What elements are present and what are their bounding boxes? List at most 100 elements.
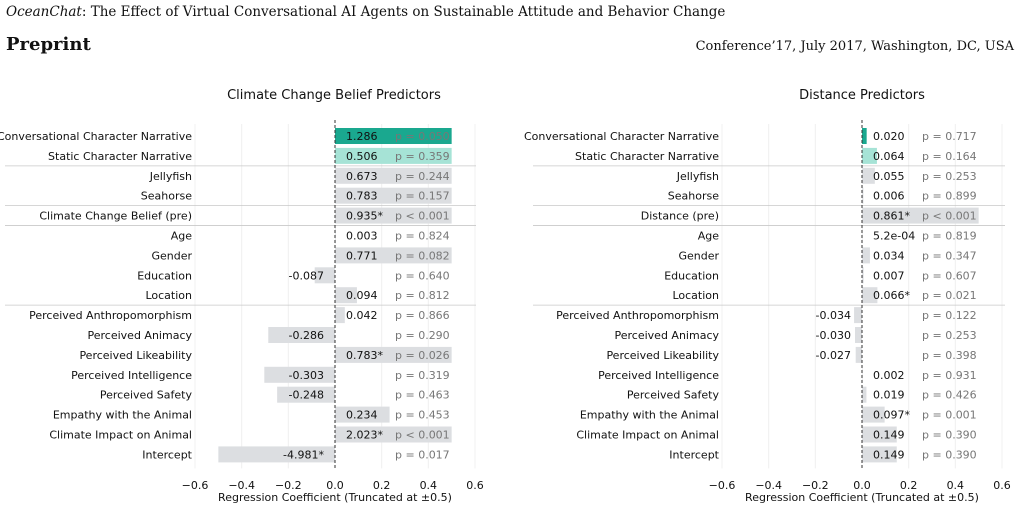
bar bbox=[862, 207, 979, 224]
value-label: 1.286 bbox=[346, 130, 378, 143]
p-value-label: p = 0.253 bbox=[922, 329, 977, 342]
bar bbox=[314, 267, 335, 284]
x-axis-label: Regression Coefficient (Truncated at ±0.… bbox=[745, 491, 979, 504]
bar bbox=[335, 167, 452, 184]
value-label: 0.007 bbox=[873, 269, 905, 282]
value-label: 5.2e-04 bbox=[873, 230, 915, 243]
value-label: 0.097* bbox=[873, 409, 910, 422]
p-value-label: p = 0.398 bbox=[922, 349, 977, 362]
running-title-rest: : The Effect of Virtual Conversational A… bbox=[81, 4, 726, 20]
bar bbox=[862, 147, 877, 164]
category-label: Perceived Anthropomorphism bbox=[556, 309, 719, 322]
value-label: -0.087 bbox=[289, 269, 324, 282]
p-value-label: p < 0.001 bbox=[395, 210, 450, 223]
p-value-label: p = 0.253 bbox=[922, 170, 977, 183]
category-label: Climate Impact on Animal bbox=[576, 429, 719, 442]
bar bbox=[335, 187, 452, 204]
p-value-label: p = 0.640 bbox=[395, 269, 450, 282]
bar bbox=[862, 446, 897, 463]
p-value-label: p = 0.026 bbox=[395, 349, 450, 362]
bar bbox=[218, 446, 335, 463]
bar bbox=[862, 167, 875, 184]
bar bbox=[335, 426, 452, 443]
value-label: 0.783* bbox=[346, 349, 383, 362]
category-label: Jellyfish bbox=[149, 170, 192, 183]
bar bbox=[335, 247, 452, 264]
value-label: 0.019 bbox=[873, 389, 905, 402]
category-label: Conversational Character Narrative bbox=[524, 130, 719, 143]
category-label: Jellyfish bbox=[676, 170, 719, 183]
p-value-label: p = 0.426 bbox=[922, 389, 977, 402]
category-label: Perceived Likeability bbox=[606, 349, 719, 362]
category-label: Location bbox=[672, 289, 719, 302]
value-label: 0.149 bbox=[873, 448, 905, 461]
p-value-label: p = 0.866 bbox=[395, 309, 450, 322]
bar bbox=[335, 406, 390, 423]
category-label: Location bbox=[145, 289, 192, 302]
p-value-label: p < 0.001 bbox=[922, 210, 977, 223]
value-label: 0.020 bbox=[873, 130, 905, 143]
x-tick-label: 0.0 bbox=[853, 479, 871, 492]
value-label: 0.673 bbox=[346, 170, 378, 183]
value-label: -0.030 bbox=[816, 329, 851, 342]
p-value-label: p = 0.244 bbox=[395, 170, 450, 183]
category-label: Empathy with the Animal bbox=[580, 409, 719, 422]
running-title: OceanChat: The Effect of Virtual Convers… bbox=[6, 4, 725, 20]
x-tick-label: −0.4 bbox=[228, 479, 255, 492]
value-label: -0.286 bbox=[289, 329, 324, 342]
bar bbox=[862, 267, 864, 284]
category-label: Intercept bbox=[142, 448, 192, 461]
conference-info: Conference’17, July 2017, Washington, DC… bbox=[695, 39, 1014, 54]
value-label: 0.771 bbox=[346, 249, 378, 262]
x-tick-label: 0.6 bbox=[466, 479, 484, 492]
p-value-label: p = 0.812 bbox=[395, 289, 450, 302]
value-label: 0.506 bbox=[346, 150, 378, 163]
chart-title: Distance Predictors bbox=[799, 88, 925, 103]
category-label: Perceived Intelligence bbox=[598, 369, 719, 382]
category-label: Age bbox=[698, 230, 720, 243]
category-label: Seahorse bbox=[668, 190, 719, 203]
p-value-label: p = 0.931 bbox=[922, 369, 977, 382]
x-tick-label: 0.0 bbox=[326, 479, 344, 492]
value-label: 0.094 bbox=[346, 289, 378, 302]
value-label: -0.303 bbox=[289, 369, 324, 382]
bar bbox=[862, 247, 870, 264]
category-label: Intercept bbox=[669, 448, 719, 461]
category-label: Perceived Anthropomorphism bbox=[29, 309, 192, 322]
p-value-label: p < 0.001 bbox=[395, 429, 450, 442]
value-label: -4.981* bbox=[283, 448, 324, 461]
p-value-label: p = 0.122 bbox=[922, 309, 977, 322]
bar bbox=[862, 426, 897, 443]
p-value-label: p = 0.017 bbox=[395, 448, 450, 461]
bar bbox=[335, 147, 452, 164]
p-value-label: p = 0.001 bbox=[922, 409, 977, 422]
bar bbox=[335, 307, 345, 324]
bar bbox=[264, 366, 335, 383]
value-label: 0.861* bbox=[873, 210, 910, 223]
preprint-label: Preprint bbox=[6, 34, 91, 55]
bar bbox=[855, 327, 862, 343]
category-label: Gender bbox=[678, 249, 719, 262]
x-tick-label: 0.4 bbox=[947, 479, 965, 492]
value-label: 0.003 bbox=[346, 230, 378, 243]
category-label: Distance (pre) bbox=[641, 210, 719, 223]
category-label: Climate Impact on Animal bbox=[49, 429, 192, 442]
x-tick-label: 0.6 bbox=[993, 479, 1011, 492]
bar bbox=[335, 128, 452, 144]
p-value-label: p = 0.157 bbox=[395, 190, 450, 203]
chart-title: Climate Change Belief Predictors bbox=[227, 88, 441, 103]
value-label: 0.149 bbox=[873, 429, 905, 442]
value-label: -0.027 bbox=[816, 349, 851, 362]
value-label: 0.066* bbox=[873, 289, 910, 302]
x-tick-label: −0.6 bbox=[709, 479, 736, 492]
category-label: Age bbox=[171, 230, 193, 243]
p-value-label: p = 0.463 bbox=[395, 389, 450, 402]
p-value-label: p = 0.819 bbox=[922, 230, 977, 243]
x-tick-label: −0.2 bbox=[275, 479, 302, 492]
value-label: 0.002 bbox=[873, 369, 905, 382]
value-label: 0.055 bbox=[873, 170, 905, 183]
p-value-label: p = 0.347 bbox=[922, 249, 977, 262]
value-label: 0.064 bbox=[873, 150, 905, 163]
value-label: 2.023* bbox=[346, 429, 383, 442]
category-label: Seahorse bbox=[141, 190, 192, 203]
